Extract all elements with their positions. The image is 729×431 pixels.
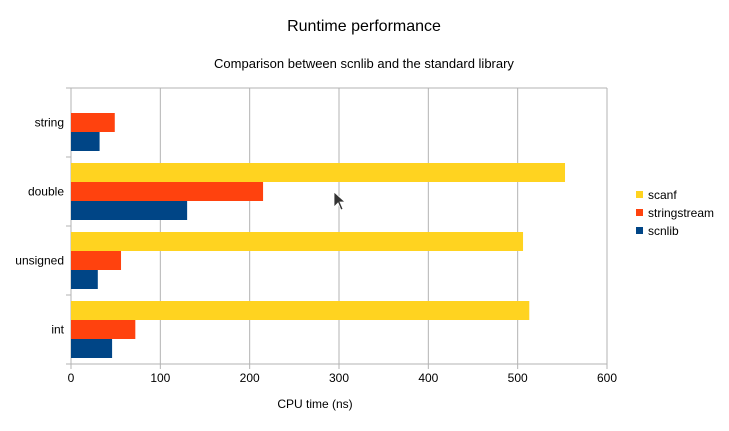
x-tick-label: 100	[150, 371, 170, 385]
bar-stringstream-double	[71, 182, 264, 201]
bar-stringstream-unsigned	[71, 251, 122, 270]
legend-label-stringstream: stringstream	[648, 206, 714, 220]
bar-scanf-int	[71, 301, 530, 320]
y-category-label: string	[35, 116, 64, 130]
x-tick-label: 500	[508, 371, 528, 385]
gridlines	[70, 87, 608, 369]
bar-scanf-double	[71, 163, 566, 182]
legend: scanf stringstream scnlib	[636, 188, 714, 238]
x-tick-label: 600	[597, 371, 617, 385]
bar-stringstream-string	[71, 113, 115, 132]
x-axis-label: CPU time (ns)	[277, 397, 352, 411]
y-category-label: int	[51, 323, 64, 337]
y-category-label: unsigned	[15, 254, 64, 268]
legend-swatch-stringstream	[636, 209, 643, 216]
legend-label-scnlib: scnlib	[648, 224, 679, 238]
bar-stringstream-int	[71, 320, 136, 339]
y-category-label: double	[28, 185, 64, 199]
x-tick-label: 400	[418, 371, 438, 385]
x-tick-label: 0	[68, 371, 75, 385]
x-tick-label: 300	[329, 371, 349, 385]
bar-scanf-unsigned	[71, 232, 524, 251]
legend-swatch-scanf	[636, 191, 643, 198]
bars	[71, 113, 566, 358]
mouse-pointer-icon	[333, 191, 347, 211]
legend-swatch-scnlib	[636, 227, 643, 234]
axes: 0 100 200 300 400 500 600 string double unsigned i…	[15, 87, 617, 385]
chart-title: Runtime performance	[287, 18, 441, 35]
bar-scnlib-unsigned	[71, 270, 98, 289]
bar-scnlib-int	[71, 339, 113, 358]
legend-label-scanf: scanf	[648, 188, 677, 202]
bar-scnlib-string	[71, 132, 100, 151]
bar-scnlib-double	[71, 201, 188, 220]
chart-subtitle: Comparison between scnlib and the standa…	[214, 56, 514, 71]
x-tick-label: 200	[240, 371, 260, 385]
